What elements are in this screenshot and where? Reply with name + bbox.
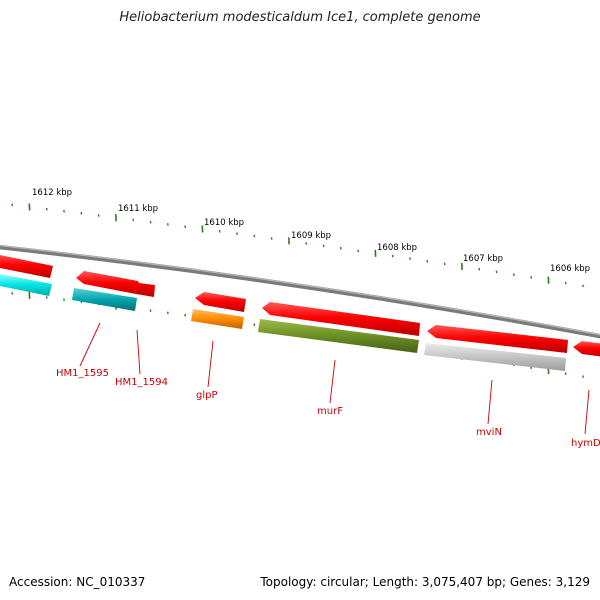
gene-feature-red-5[interactable] <box>427 325 568 353</box>
gene-feature-red-6[interactable] <box>573 341 600 357</box>
kbp-label-1607: 1607 kbp <box>463 254 503 264</box>
genome-summary-text: Topology: circular; Length: 3,075,407 bp… <box>260 575 590 589</box>
accession-text: Accession: NC_010337 <box>9 575 146 589</box>
gene-feature-red-2[interactable] <box>76 271 155 297</box>
outer-scale-ticks <box>11 203 584 288</box>
kbp-label-1606: 1606 kbp <box>550 264 590 274</box>
gene-feature-red-3[interactable] <box>195 292 246 312</box>
kbp-label-1608: 1608 kbp <box>377 243 417 253</box>
leader-line-hm1-1594 <box>136 329 141 375</box>
leader-line-murf <box>329 359 336 404</box>
gene-label-glpp: glpP <box>196 390 218 401</box>
kbp-label-1612: 1612 kbp <box>32 188 72 198</box>
gene-label-hymd: hymD <box>571 438 600 449</box>
gene-feature-teal[interactable] <box>72 288 137 311</box>
gene-feature-cyan[interactable] <box>0 273 52 296</box>
kbp-label-1609: 1609 kbp <box>291 231 331 241</box>
gene-label-hm1-1595: HM1_1595 <box>56 368 109 379</box>
gene-feature-red-1[interactable] <box>0 254 53 278</box>
genome-backbone <box>0 244 600 339</box>
gene-label-hm1-1594: HM1_1594 <box>115 377 168 388</box>
leader-line-hymd <box>584 389 590 435</box>
leader-line-glpp <box>207 340 214 388</box>
gene-feature-red-4[interactable] <box>262 302 420 336</box>
leader-line-mvin <box>487 379 493 425</box>
map-title: Heliobacterium modesticaldum Ice1, compl… <box>119 10 481 25</box>
leader-line-hm1-1595 <box>79 322 101 367</box>
gene-feature-orange[interactable] <box>191 309 244 329</box>
gene-label-mvin: mviN <box>476 427 502 438</box>
gene-feature-gray[interactable] <box>424 343 566 371</box>
kbp-label-1611: 1611 kbp <box>118 204 158 214</box>
gene-label-murf: murF <box>317 406 343 417</box>
gene-feature-olive[interactable] <box>258 319 419 353</box>
genome-backbone-highlight <box>0 245 600 336</box>
kbp-label-1610: 1610 kbp <box>204 218 244 228</box>
